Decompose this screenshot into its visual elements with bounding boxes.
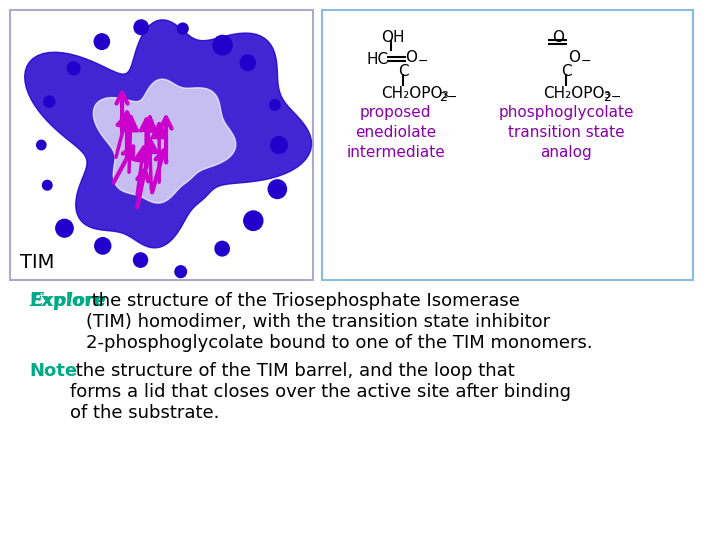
Circle shape: [37, 140, 46, 150]
Text: O: O: [568, 50, 580, 65]
Text: C: C: [398, 64, 409, 79]
Text: Note: Note: [30, 362, 78, 380]
Text: 2−: 2−: [603, 91, 622, 104]
Text: C: C: [562, 64, 572, 79]
Text: CH₂OPO₃: CH₂OPO₃: [543, 86, 611, 101]
Text: 2−: 2−: [439, 91, 458, 104]
Circle shape: [244, 211, 263, 231]
Text: Explore: Explore: [30, 292, 106, 310]
Polygon shape: [94, 79, 235, 203]
Circle shape: [134, 20, 148, 35]
Text: CH₂OPO₃: CH₂OPO₃: [381, 86, 449, 101]
Text: the structure of the Triosephosphate Isomerase
(TIM) homodimer, with the transit: the structure of the Triosephosphate Iso…: [86, 292, 593, 352]
Circle shape: [177, 23, 188, 34]
Text: O: O: [552, 30, 564, 45]
Text: proposed
enediolate
intermediate: proposed enediolate intermediate: [346, 105, 445, 160]
Circle shape: [56, 219, 73, 237]
Circle shape: [269, 180, 287, 199]
Text: the structure of the TIM barrel, and the loop that
forms a lid that closes over : the structure of the TIM barrel, and the…: [71, 362, 571, 422]
FancyBboxPatch shape: [10, 10, 312, 280]
Circle shape: [213, 36, 232, 55]
Circle shape: [133, 253, 148, 267]
Text: TIM: TIM: [19, 253, 54, 272]
Circle shape: [67, 62, 80, 75]
Circle shape: [270, 99, 280, 110]
Circle shape: [42, 180, 52, 190]
Circle shape: [240, 55, 256, 71]
Circle shape: [271, 137, 287, 153]
Text: HC: HC: [366, 52, 388, 67]
Circle shape: [94, 34, 109, 50]
Circle shape: [44, 96, 55, 107]
FancyBboxPatch shape: [323, 10, 693, 280]
Text: −: −: [418, 55, 428, 68]
Text: O: O: [405, 50, 418, 65]
Circle shape: [95, 238, 111, 254]
Polygon shape: [24, 20, 312, 248]
Text: −: −: [581, 55, 592, 68]
Circle shape: [175, 266, 186, 278]
Text: OH: OH: [381, 30, 405, 45]
Circle shape: [215, 241, 229, 256]
Text: Explore: Explore: [30, 292, 107, 310]
Text: phosphoglycolate
transition state
analog: phosphoglycolate transition state analog: [499, 105, 634, 160]
